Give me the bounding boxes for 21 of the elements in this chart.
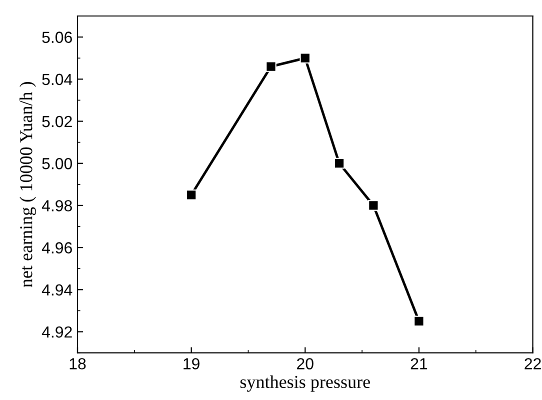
point xyxy=(414,316,424,327)
x-axis-title: synthesis pressure xyxy=(240,375,370,392)
y-tick-label: 5.06 xyxy=(42,32,72,43)
y-axis-title: net earning ( 10000 Yuan/h ) xyxy=(20,82,36,288)
x-tick-label: 18 xyxy=(70,358,86,370)
x-tick-label: 19 xyxy=(184,358,200,370)
x-tick-label: 21 xyxy=(410,358,428,370)
x-tick-label: 22 xyxy=(524,358,541,370)
y-tick-label: 5.04 xyxy=(42,74,72,86)
point xyxy=(300,52,311,64)
y-tick-label: 4.92 xyxy=(42,326,72,338)
y-tick-label: 4.96 xyxy=(42,242,72,254)
point xyxy=(266,61,276,72)
point xyxy=(334,158,345,169)
y-tick-label: 5.02 xyxy=(42,116,72,128)
point xyxy=(186,190,197,200)
point xyxy=(368,200,379,211)
y-tick-label: 5.00 xyxy=(42,158,72,170)
x-tick-label: 20 xyxy=(297,358,314,370)
y-tick-label: 4.94 xyxy=(42,284,72,296)
y-tick-label: 4.98 xyxy=(42,200,72,212)
